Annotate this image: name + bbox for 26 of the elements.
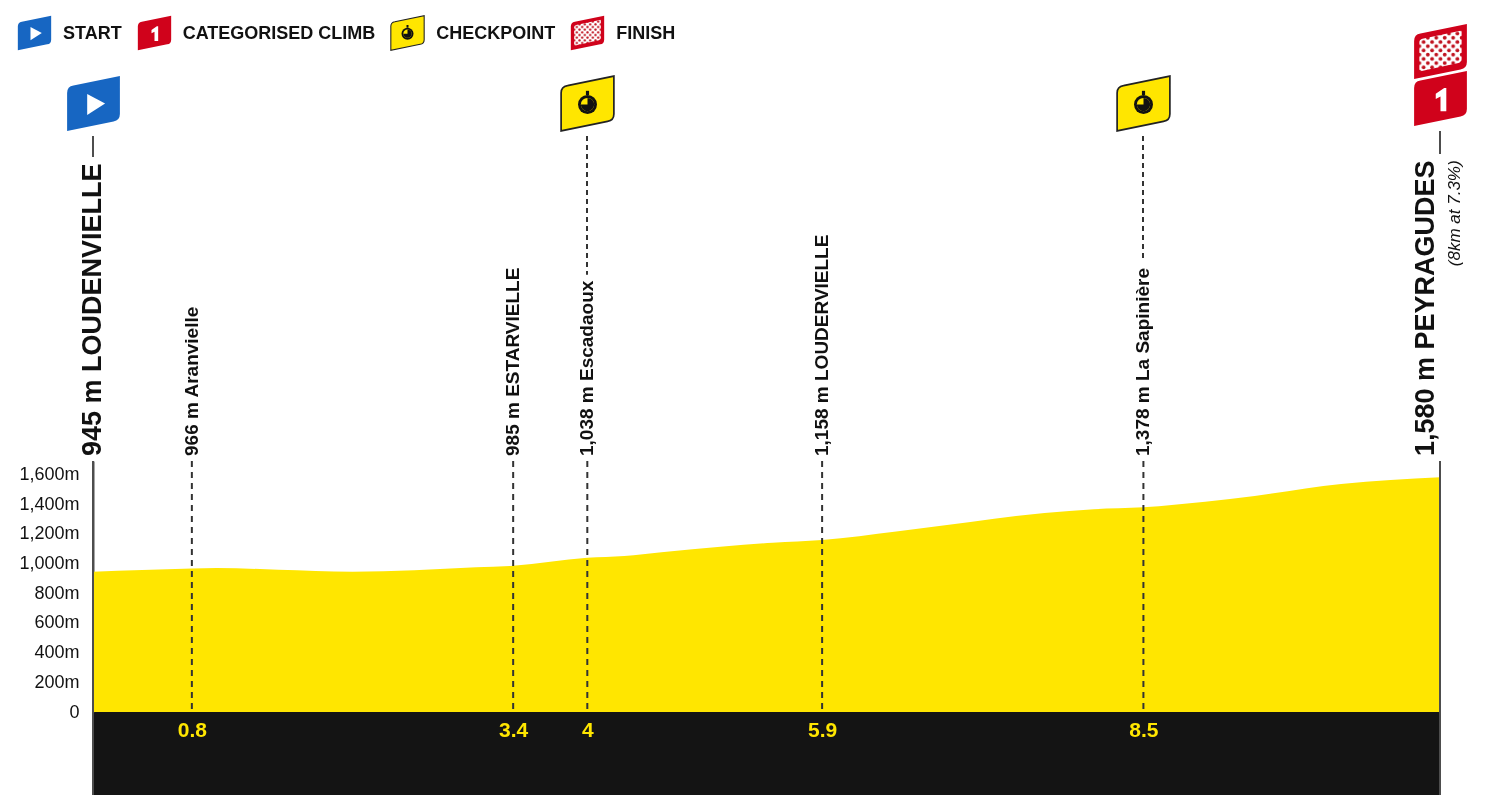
ref-line-label: 1,158 m LOUDERVIELLE bbox=[811, 234, 833, 456]
x-tick-label: 0.8 bbox=[177, 717, 208, 741]
y-tick-label: 1,600m bbox=[19, 463, 80, 484]
y-tick-label: 800m bbox=[34, 582, 80, 603]
text: CATEGORISED CLIMB bbox=[182, 23, 376, 43]
ref-line-label: 985 m ESTARVIELLE bbox=[502, 267, 524, 456]
text: FINISH bbox=[616, 23, 676, 43]
x-tick-label: 5.9 bbox=[808, 717, 838, 741]
x-tick-label: 8.5 bbox=[1129, 717, 1159, 741]
ref-line-label: 1,580 m PEYRAGUDES bbox=[1410, 160, 1440, 456]
text: CHECKPOINT bbox=[436, 23, 556, 43]
ref-line-label: 1,038 m Escadaoux bbox=[576, 280, 598, 456]
y-tick-label: 0 bbox=[69, 701, 80, 722]
ref-line-label: 1,378 m La Sapinière bbox=[1132, 268, 1154, 456]
y-tick-label: 1,400m bbox=[19, 493, 80, 514]
y-tick-label: 400m bbox=[34, 642, 80, 663]
y-tick-label: 1,200m bbox=[19, 523, 80, 544]
y-tick-label: 200m bbox=[34, 671, 80, 692]
x-tick-label: 4 bbox=[581, 717, 594, 741]
y-tick-label: 600m bbox=[34, 612, 80, 633]
ref-line-label: 945 m LOUDENVIELLE bbox=[77, 163, 107, 456]
ref-line-label: 966 m Aranvielle bbox=[180, 306, 202, 456]
y-tick-label: 1,000m bbox=[19, 552, 80, 573]
text: START bbox=[63, 23, 122, 43]
text: (8km at 7.3%) bbox=[1445, 160, 1464, 267]
x-tick-label: 3.4 bbox=[499, 717, 529, 741]
